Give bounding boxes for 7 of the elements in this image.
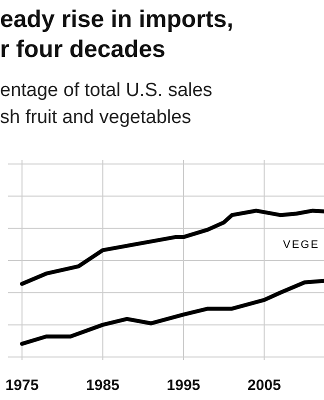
chart-title: eady rise in imports, r four decades [0,6,234,63]
x-tick-label: 1995 [166,377,200,394]
x-tick-label: 1985 [86,377,120,394]
chart-subtitle: entage of total U.S. sales sh fruit and vegetables [0,80,212,128]
x-tick-label: 2005 [248,377,281,394]
x-tick-label: 1975 [5,377,39,394]
text: VEGE [283,239,320,252]
